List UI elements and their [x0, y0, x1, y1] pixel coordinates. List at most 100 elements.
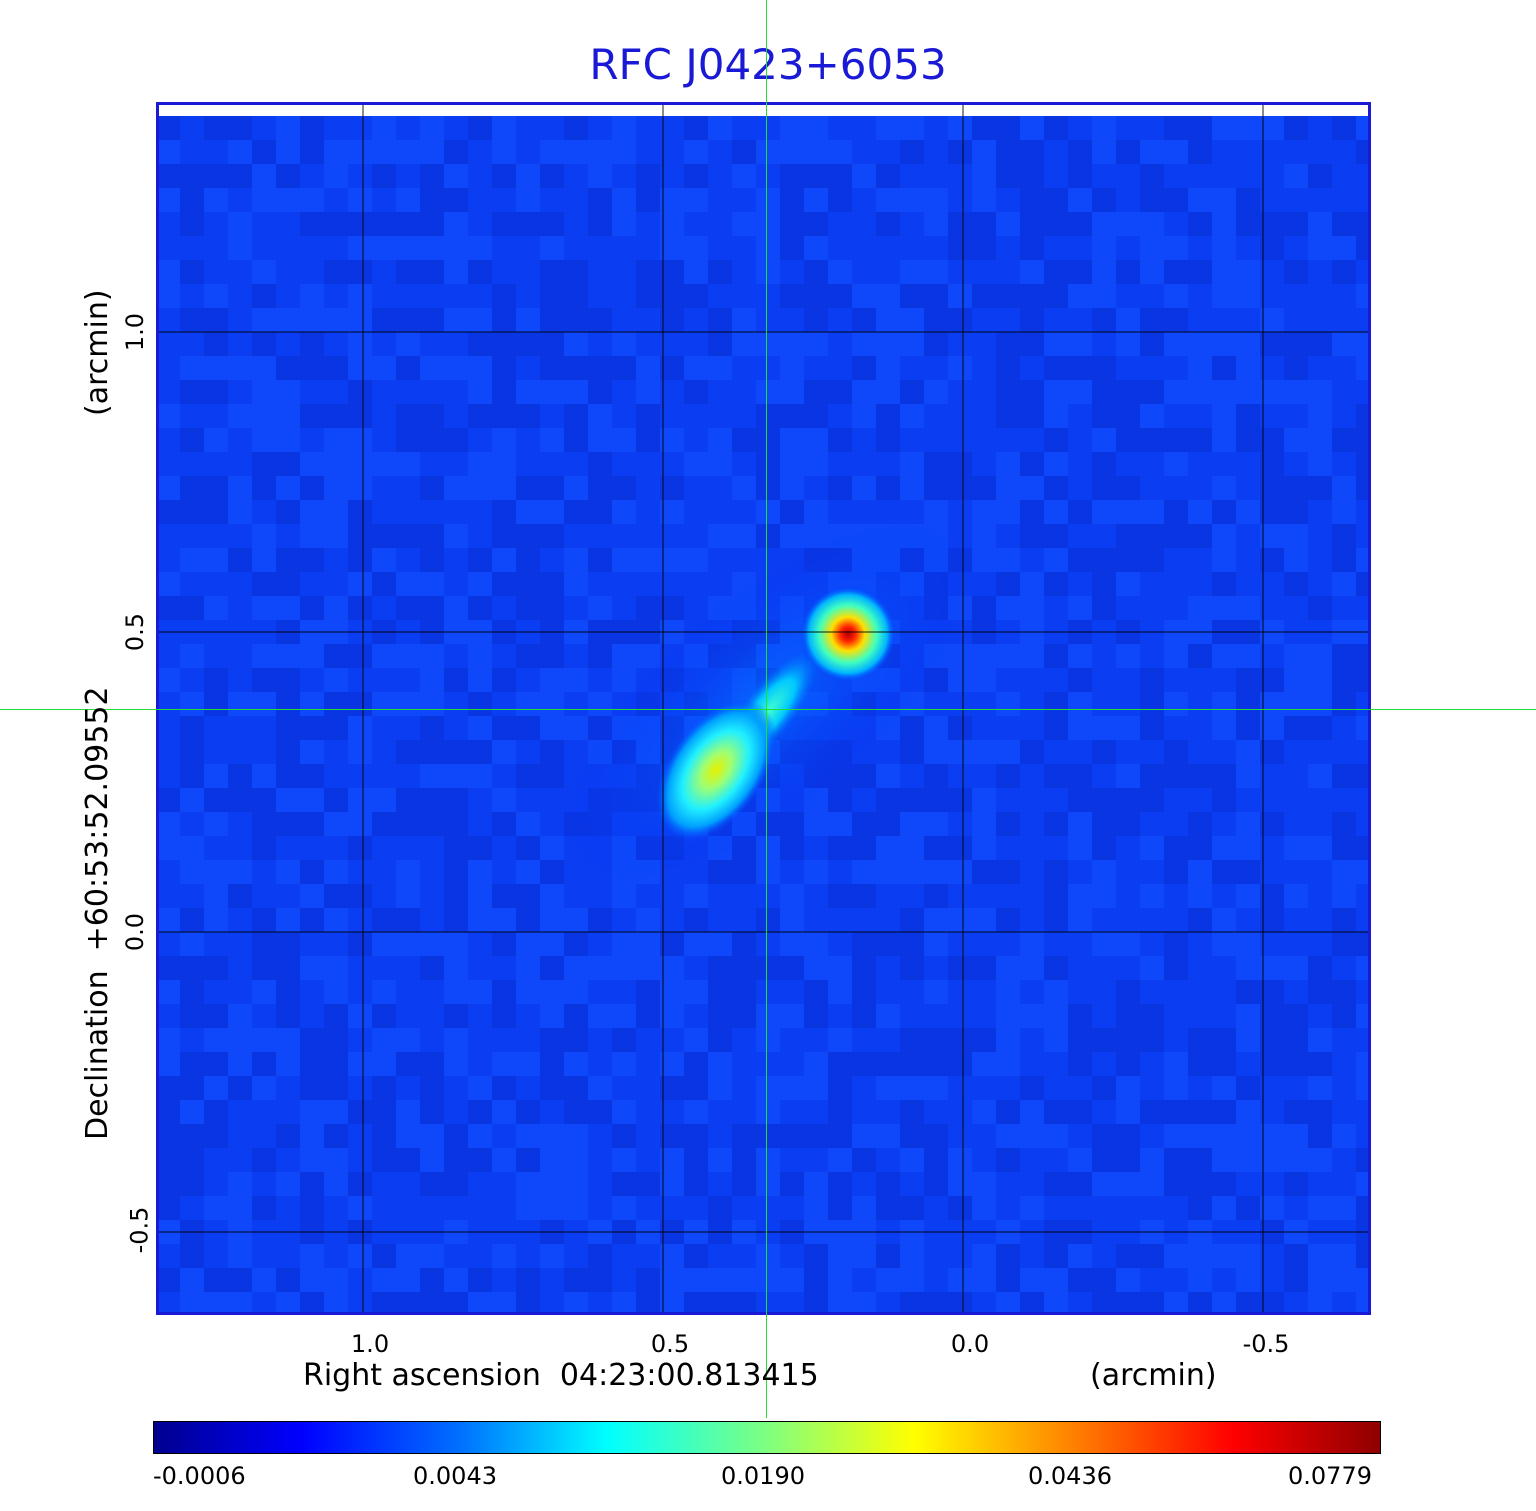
noise-pixel — [1140, 1124, 1164, 1148]
noise-pixel — [1332, 284, 1356, 308]
noise-pixel — [1092, 476, 1116, 500]
noise-pixel — [1236, 428, 1260, 452]
noise-pixel — [348, 212, 372, 236]
noise-pixel — [1044, 908, 1068, 932]
noise-pixel — [444, 1124, 468, 1148]
noise-pixel — [1236, 452, 1260, 476]
noise-pixel — [1308, 380, 1332, 404]
noise-pixel — [516, 164, 540, 188]
noise-pixel — [684, 1100, 708, 1124]
noise-pixel — [924, 956, 948, 980]
noise-pixel — [1212, 164, 1236, 188]
noise-pixel — [948, 116, 972, 140]
noise-pixel — [1092, 572, 1116, 596]
noise-pixel — [636, 380, 660, 404]
noise-pixel — [636, 332, 660, 356]
noise-pixel — [1140, 956, 1164, 980]
noise-pixel — [900, 812, 924, 836]
noise-pixel — [996, 1076, 1020, 1100]
noise-pixel — [444, 1148, 468, 1172]
noise-pixel — [156, 1076, 180, 1100]
noise-pixel — [828, 812, 852, 836]
noise-pixel — [348, 596, 372, 620]
noise-pixel — [1212, 500, 1236, 524]
noise-pixel — [1068, 284, 1092, 308]
noise-pixel — [924, 308, 948, 332]
noise-pixel — [612, 428, 636, 452]
noise-pixel — [156, 1124, 180, 1148]
noise-pixel — [852, 140, 876, 164]
noise-pixel — [1284, 692, 1308, 716]
noise-pixel — [732, 236, 756, 260]
noise-pixel — [252, 1124, 276, 1148]
noise-pixel — [804, 932, 828, 956]
noise-pixel — [396, 836, 420, 860]
noise-pixel — [1308, 140, 1332, 164]
noise-pixel — [372, 524, 396, 548]
noise-pixel — [1164, 260, 1188, 284]
noise-pixel — [1140, 260, 1164, 284]
noise-pixel — [1068, 260, 1092, 284]
noise-pixel — [684, 332, 708, 356]
noise-pixel — [1308, 884, 1332, 908]
noise-pixel — [1140, 188, 1164, 212]
noise-pixel — [276, 572, 300, 596]
noise-pixel — [1140, 380, 1164, 404]
noise-pixel — [540, 140, 564, 164]
noise-pixel — [756, 500, 780, 524]
noise-pixel — [876, 356, 900, 380]
noise-pixel — [996, 860, 1020, 884]
noise-pixel — [468, 1076, 492, 1100]
noise-pixel — [204, 332, 228, 356]
noise-pixel — [396, 284, 420, 308]
noise-pixel — [540, 956, 564, 980]
noise-pixel — [396, 332, 420, 356]
noise-pixel — [252, 1148, 276, 1172]
noise-pixel — [1068, 836, 1092, 860]
noise-pixel — [1308, 188, 1332, 212]
noise-pixel — [1188, 428, 1212, 452]
noise-pixel — [972, 908, 996, 932]
noise-pixel — [804, 836, 828, 860]
noise-pixel — [636, 428, 660, 452]
noise-pixel — [1356, 332, 1371, 356]
noise-pixel — [972, 932, 996, 956]
noise-pixel — [372, 668, 396, 692]
noise-pixel — [396, 980, 420, 1004]
noise-pixel — [492, 500, 516, 524]
noise-pixel — [1284, 500, 1308, 524]
noise-pixel — [1332, 836, 1356, 860]
noise-pixel — [852, 1052, 876, 1076]
noise-pixel — [972, 1124, 996, 1148]
noise-pixel — [972, 692, 996, 716]
noise-pixel — [804, 860, 828, 884]
noise-pixel — [1188, 1100, 1212, 1124]
noise-pixel — [1092, 428, 1116, 452]
noise-pixel — [1356, 500, 1371, 524]
noise-pixel — [1260, 956, 1284, 980]
noise-pixel — [588, 1076, 612, 1100]
noise-pixel — [564, 308, 588, 332]
noise-pixel — [1164, 164, 1188, 188]
noise-pixel — [924, 932, 948, 956]
noise-pixel — [540, 404, 564, 428]
noise-pixel — [1140, 236, 1164, 260]
noise-pixel — [756, 188, 780, 212]
noise-pixel — [372, 308, 396, 332]
noise-pixel — [780, 284, 804, 308]
noise-pixel — [996, 308, 1020, 332]
noise-pixel — [180, 452, 204, 476]
noise-pixel — [516, 956, 540, 980]
noise-pixel — [1116, 404, 1140, 428]
noise-pixel — [156, 644, 180, 668]
noise-pixel — [660, 1124, 684, 1148]
noise-pixel — [780, 380, 804, 404]
noise-pixel — [540, 884, 564, 908]
noise-pixel — [732, 860, 756, 884]
noise-pixel — [780, 188, 804, 212]
noise-pixel — [516, 356, 540, 380]
noise-pixel — [324, 956, 348, 980]
noise-pixel — [1332, 788, 1356, 812]
noise-pixel — [324, 572, 348, 596]
noise-pixel — [396, 1052, 420, 1076]
